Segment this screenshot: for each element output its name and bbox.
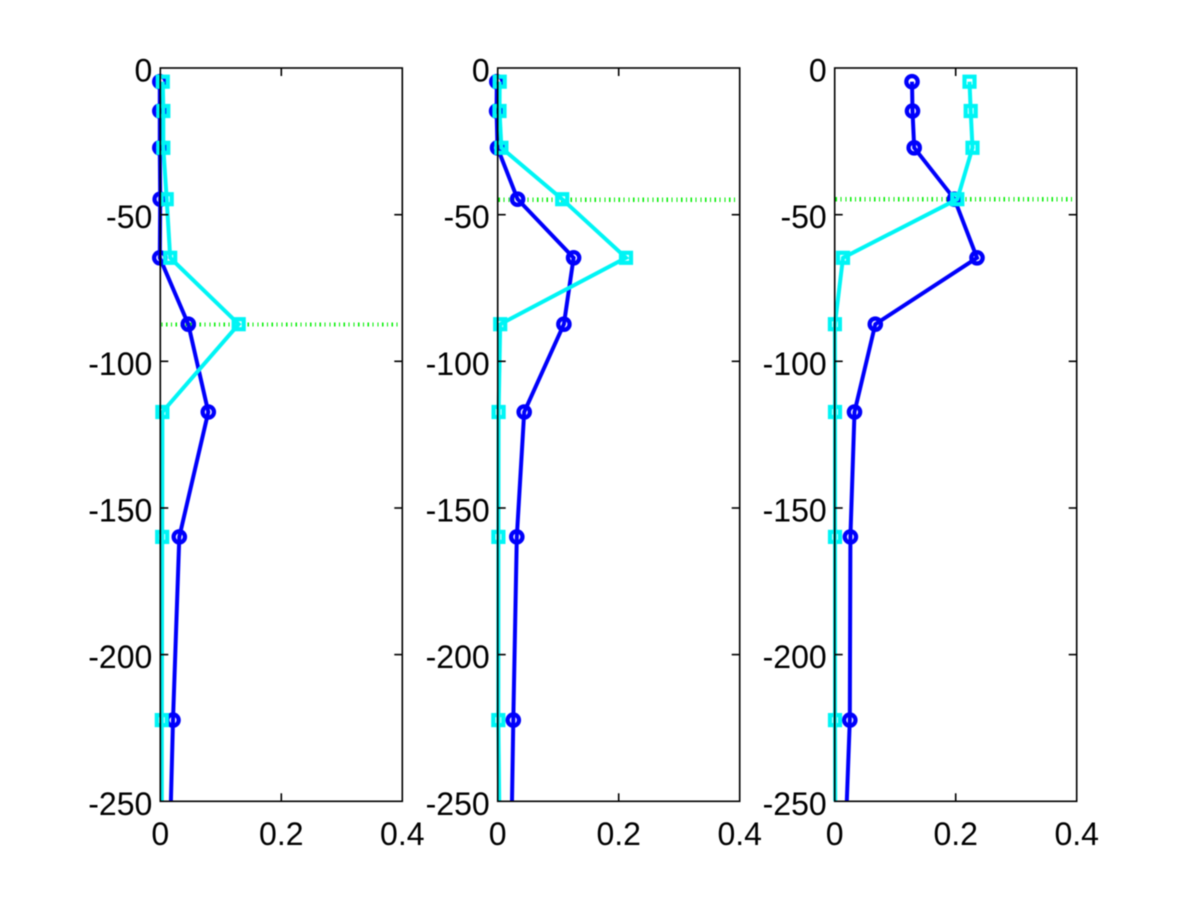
svg-text:-150: -150 [88,493,152,529]
svg-text:0.4: 0.4 [717,816,761,852]
svg-text:0.2: 0.2 [596,816,640,852]
svg-text:0: 0 [809,53,827,89]
svg-text:0.2: 0.2 [933,816,977,852]
svg-text:0: 0 [135,53,153,89]
svg-text:-250: -250 [763,786,827,822]
svg-text:0.2: 0.2 [259,816,303,852]
svg-text:0.4: 0.4 [1054,816,1098,852]
svg-text:0.4: 0.4 [380,816,424,852]
svg-text:-50: -50 [780,199,826,235]
svg-text:0: 0 [826,816,844,852]
svg-text:0: 0 [472,53,490,89]
svg-text:-50: -50 [443,199,489,235]
svg-text:-100: -100 [763,346,827,382]
svg-text:-200: -200 [426,639,490,675]
svg-text:-200: -200 [763,639,827,675]
svg-text:-100: -100 [426,346,490,382]
svg-text:-150: -150 [763,493,827,529]
svg-text:-250: -250 [88,786,152,822]
svg-text:-150: -150 [426,493,490,529]
svg-text:-250: -250 [426,786,490,822]
svg-text:0: 0 [151,816,169,852]
svg-text:0: 0 [489,816,507,852]
svg-text:-100: -100 [88,346,152,382]
svg-text:-50: -50 [106,199,152,235]
svg-text:-200: -200 [88,639,152,675]
